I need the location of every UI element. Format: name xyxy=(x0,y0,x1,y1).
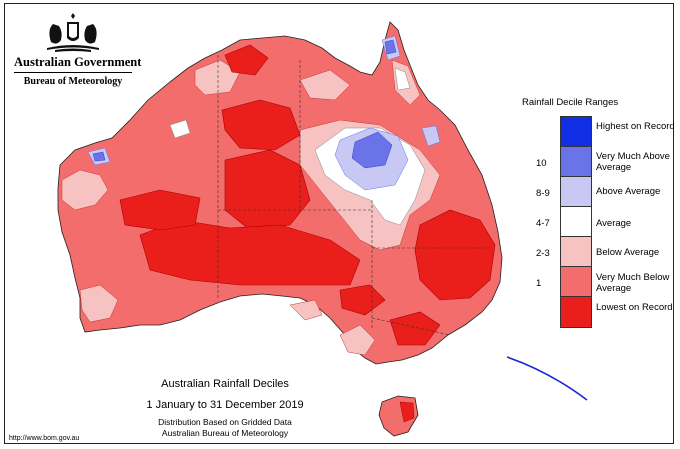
legend-title: Rainfall Decile Ranges xyxy=(522,97,619,108)
below-average-sw xyxy=(79,284,119,323)
map-subtitle-bureau: Australian Bureau of Meteorology xyxy=(161,428,289,438)
border-nsw-vic xyxy=(371,317,451,336)
legend-label-below: Below Average xyxy=(596,247,660,258)
below-average-sa xyxy=(289,299,323,321)
lowest-record-wa xyxy=(119,189,201,231)
legend-key xyxy=(560,116,592,328)
government-logo: Australian Government Bureau of Meteorol… xyxy=(14,12,141,87)
legend-label-highest: Highest on Record xyxy=(596,121,675,132)
tasmania-lowest xyxy=(399,401,415,423)
lowest-record-central-north xyxy=(221,99,301,151)
legend-label-very-much-below: Very Much Below Average xyxy=(596,272,670,294)
map-subtitle-distribution: Distribution Based on Gridded Data xyxy=(158,417,292,427)
legend-range-1: 1 xyxy=(536,278,542,289)
average-cape xyxy=(394,67,411,91)
below-average-north xyxy=(299,69,351,101)
map-date-range: 1 January to 31 December 2019 xyxy=(146,399,304,411)
lowest-record-south-coast xyxy=(339,284,386,316)
legend-label-very-much-above: Very Much Above Average xyxy=(596,151,670,173)
lowest-record-nsw xyxy=(414,209,496,301)
swatch-very-much-below xyxy=(561,267,591,297)
legend-label-above: Above Average xyxy=(596,186,661,197)
swatch-highest xyxy=(561,117,591,147)
swatch-lowest xyxy=(561,297,591,327)
average-wa-patch xyxy=(169,119,191,139)
lowest-record-kimberley xyxy=(224,44,269,76)
legend-label-average: Average xyxy=(596,218,632,229)
below-average-se xyxy=(339,324,376,356)
below-average-kimberley xyxy=(194,59,241,96)
below-average-nw xyxy=(61,169,109,211)
bureau-name: Bureau of Meteorology xyxy=(23,76,123,87)
very-much-above-qld xyxy=(351,131,393,169)
legend-range-4-7: 4-7 xyxy=(536,218,550,229)
above-average-ne xyxy=(421,125,441,147)
map-title: Australian Rainfall Deciles xyxy=(161,378,289,390)
legend-label-lowest: Lowest on Record xyxy=(596,302,673,313)
swatch-below xyxy=(561,237,591,267)
lowest-record-vic xyxy=(389,311,441,346)
swatch-above xyxy=(561,177,591,207)
legend-range-2-3: 2-3 xyxy=(536,248,550,259)
legend-range-8-9: 8-9 xyxy=(536,188,550,199)
very-much-above-cape xyxy=(384,39,397,55)
very-much-above-nw xyxy=(92,151,106,162)
swatch-average xyxy=(561,207,591,237)
lowest-record-interior-south xyxy=(139,219,361,286)
government-name: Australian Government xyxy=(14,55,141,73)
swatch-very-much-above xyxy=(561,147,591,177)
coat-of-arms-icon xyxy=(47,13,99,52)
source-url[interactable]: http://www.bom.gov.au xyxy=(9,435,80,442)
legend-range-10: 10 xyxy=(536,158,547,169)
annotation-curve xyxy=(506,356,588,401)
